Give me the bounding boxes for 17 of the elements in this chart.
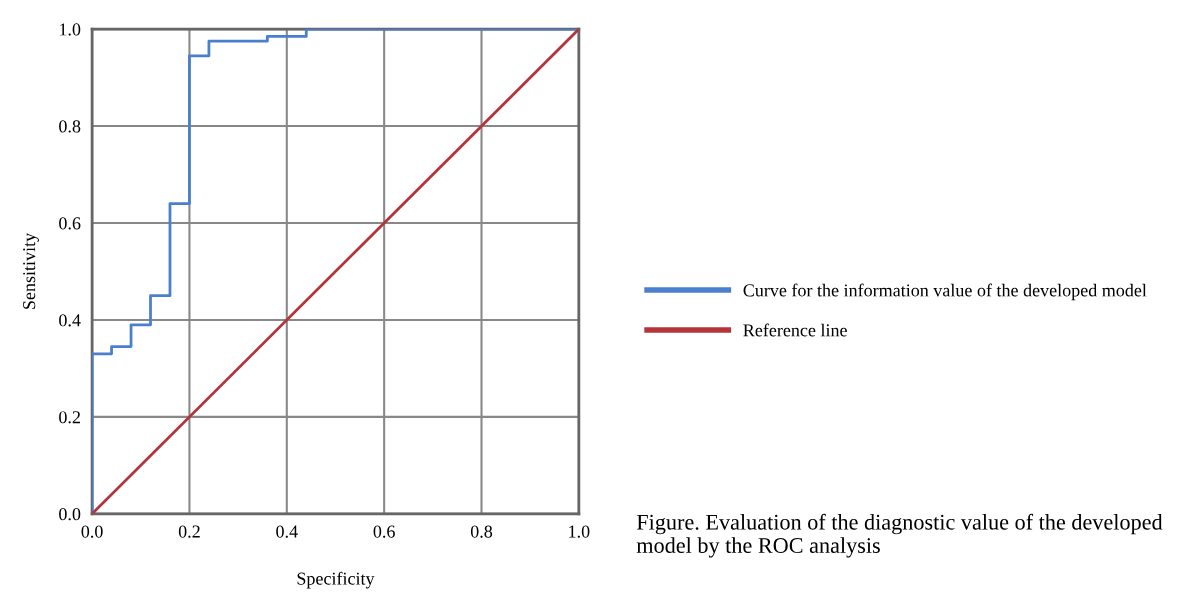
text: Figure. Evaluation of the diagnostic value of the developed model by the ROC analysis <box>636 513 1163 558</box>
y-tick-label: 0.6 <box>59 217 81 230</box>
x-tick-label: 0.6 <box>373 525 395 538</box>
legend-label: Reference line <box>743 323 847 337</box>
y-tick-label: 0.8 <box>59 120 81 133</box>
y-tick-label: 0.0 <box>59 508 81 521</box>
x-tick-label: 0.2 <box>178 525 200 538</box>
x-tick-label: 0.4 <box>276 525 298 538</box>
y-tick-label: 0.4 <box>59 314 81 327</box>
y-axis-title: Sensitivity <box>23 232 39 309</box>
x-tick-label: 0.0 <box>81 525 103 538</box>
y-tick-label: 0.2 <box>59 411 80 424</box>
x-tick-label: 0.8 <box>470 525 493 538</box>
y-tick-label: 1.0 <box>60 23 81 36</box>
x-tick-label: 1.0 <box>569 525 590 538</box>
x-axis-title: Specificity <box>297 571 375 589</box>
legend-label: Curve for the information value of the developed model <box>743 283 1147 301</box>
